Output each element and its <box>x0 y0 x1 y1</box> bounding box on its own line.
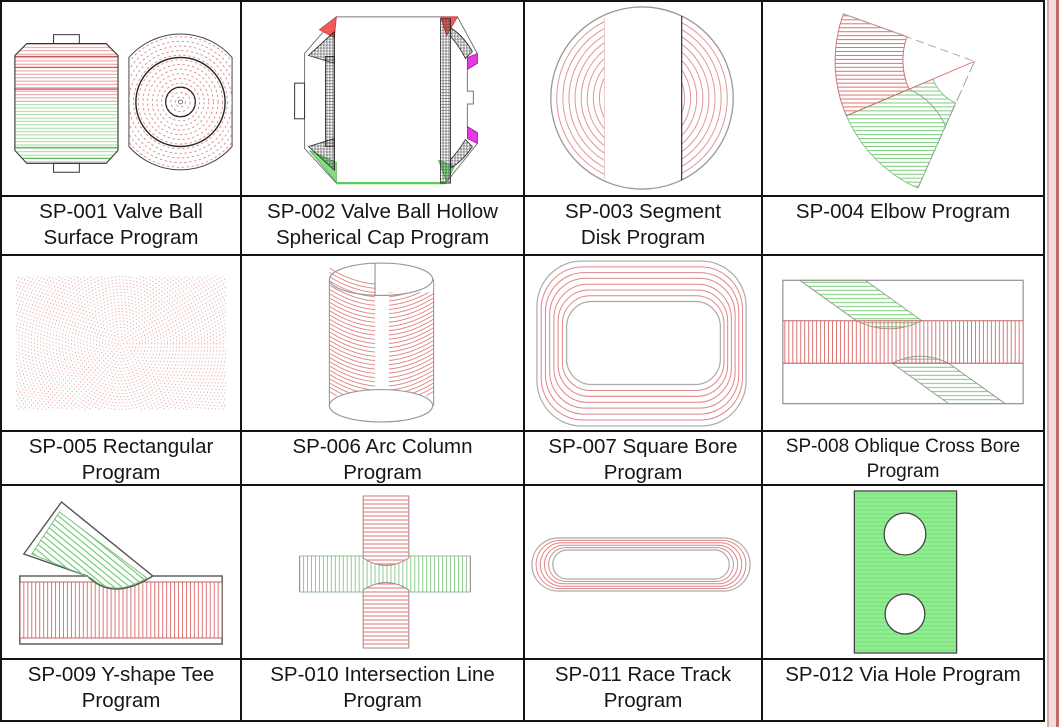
oblique-cross-bore-drawing <box>763 256 1045 432</box>
label-line: SP-011 Race Track <box>554 663 732 686</box>
valve-ball-surface-drawing <box>2 2 242 197</box>
label-line: SP-010 Intersection Line <box>270 663 495 686</box>
label-sp-004: SP-004 Elbow Program <box>763 197 1045 256</box>
label-line: SP-005 Rectangular <box>28 435 214 458</box>
intersection-line-drawing <box>242 486 525 660</box>
label-line: SP-009 Y-shape Tee <box>27 663 215 686</box>
label-sp-006: SP-006 Arc Column Program <box>242 432 525 486</box>
label-line: SP-001 Valve Ball <box>39 200 203 223</box>
label-line: Program <box>603 689 683 712</box>
y-shape-tee-drawing <box>2 486 242 660</box>
label-sp-003: SP-003 Segment Disk Program <box>525 197 763 256</box>
label-line: Program <box>81 461 161 484</box>
race-track-drawing <box>525 486 763 660</box>
label-sp-005: SP-005 Rectangular Program <box>2 432 242 486</box>
label-line: SP-007 Square Bore <box>548 435 738 458</box>
label-line: SP-004 Elbow Program <box>795 200 1011 223</box>
label-line: Program <box>81 689 161 712</box>
square-bore-drawing <box>525 256 763 432</box>
label-line: Spherical Cap Program <box>275 226 490 249</box>
label-line: Program <box>603 461 683 484</box>
elbow-drawing <box>763 2 1045 197</box>
label-sp-011: SP-011 Race Track Program <box>525 660 763 722</box>
rectangular-drawing <box>2 256 242 432</box>
label-line: SP-012 Via Hole Program <box>785 663 1021 686</box>
arc-column-drawing <box>242 256 525 432</box>
label-sp-001: SP-001 Valve Ball Surface Program <box>2 197 242 256</box>
label-line: Program <box>866 461 940 482</box>
segment-disk-drawing <box>525 2 763 197</box>
label-line: Disk Program <box>580 226 706 249</box>
label-sp-007: SP-007 Square Bore Program <box>525 432 763 486</box>
page-edge-strip <box>1047 0 1059 727</box>
label-line: Program <box>343 689 422 712</box>
label-line: SP-002 Valve Ball Hollow <box>267 200 498 223</box>
label-sp-009: SP-009 Y-shape Tee Program <box>2 660 242 722</box>
label-sp-012: SP-012 Via Hole Program <box>763 660 1045 722</box>
label-line: SP-003 Segment <box>564 200 722 223</box>
label-line: SP-008 Oblique Cross Bore <box>785 436 1021 457</box>
via-hole-drawing <box>763 486 1045 660</box>
valve-ball-hollow-spherical-cap-drawing <box>242 2 525 197</box>
label-sp-002: SP-002 Valve Ball Hollow Spherical Cap P… <box>242 197 525 256</box>
label-line: Surface Program <box>43 226 199 249</box>
program-table: SP-001 Valve Ball Surface Program SP-002… <box>0 0 1045 722</box>
label-line: SP-006 Arc Column <box>292 435 473 458</box>
label-sp-008: SP-008 Oblique Cross Bore Program <box>763 432 1045 486</box>
label-sp-010: SP-010 Intersection Line Program <box>242 660 525 722</box>
label-line: Program <box>343 461 422 484</box>
